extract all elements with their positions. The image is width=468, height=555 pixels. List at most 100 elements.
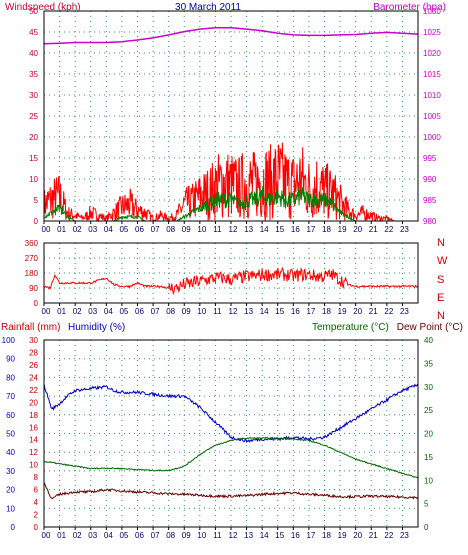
- dew-point-axis-title: Dew Point (°C): [397, 322, 463, 333]
- temperature-tick-label: 30: [424, 383, 433, 392]
- dir-x-tick-label: 18: [322, 307, 331, 316]
- dir-x-tick-label: 03: [88, 307, 97, 316]
- windspeed-tick-label: 25: [29, 112, 38, 121]
- wind-x-tick-label: 00: [42, 225, 51, 234]
- temp-x-tick-label: 23: [400, 531, 409, 540]
- barometer-tick-label: 1000: [423, 133, 441, 142]
- dir-x-tick-label: 11: [213, 307, 222, 316]
- dir-x-tick-label: 23: [400, 307, 409, 316]
- temp-x-tick-label: 18: [322, 531, 331, 540]
- humidity-tick-label: 20: [6, 486, 15, 495]
- wind-x-tick-label: 02: [73, 225, 82, 234]
- windspeed-tick-label: 50: [29, 7, 38, 16]
- wind-x-tick-label: 08: [166, 225, 175, 234]
- rainfall-axis-title: Rainfall (mm): [1, 322, 60, 333]
- dir-x-tick-label: 19: [338, 307, 347, 316]
- wind-x-tick-label: 16: [291, 225, 300, 234]
- direction-tick-label: 0: [34, 299, 39, 308]
- direction-tick-label: 180: [25, 269, 39, 278]
- humidity-tick-label: 50: [6, 430, 15, 439]
- dir-x-tick-label: 14: [260, 307, 269, 316]
- direction-tick-label: 270: [25, 254, 39, 263]
- temp-x-tick-label: 06: [135, 531, 144, 540]
- rainfall-tick-label: 30: [29, 336, 38, 345]
- temp-x-tick-label: 15: [275, 531, 284, 540]
- wind-x-tick-label: 23: [400, 225, 409, 234]
- dir-x-tick-label: 16: [291, 307, 300, 316]
- barometer-tick-label: 995: [423, 154, 437, 163]
- temp-plot-frame: [43, 339, 419, 528]
- dir-x-tick-label: 05: [119, 307, 128, 316]
- temperature-tick-label: 5: [424, 500, 429, 509]
- wind-x-tick-label: 13: [244, 225, 253, 234]
- temp-x-tick-label: 17: [306, 531, 315, 540]
- compass-label: S: [437, 274, 444, 286]
- temperature-tick-label: 15: [424, 453, 433, 462]
- dir-x-tick-label: 09: [182, 307, 191, 316]
- temp-x-tick-label: 14: [260, 531, 269, 540]
- temperature-axis-title: Temperature (°C): [312, 322, 389, 333]
- humidity-axis-title: Humidity (%): [68, 322, 125, 333]
- dew-point-series: [43, 482, 419, 500]
- barometer-series: [43, 27, 419, 45]
- temp-x-tick-label: 05: [119, 531, 128, 540]
- rainfall-tick-label: 28: [29, 348, 38, 357]
- wind-x-tick-label: 04: [104, 225, 113, 234]
- compass-label: E: [437, 292, 444, 304]
- humidity-tick-label: 40: [6, 448, 15, 457]
- barometer-tick-label: 1015: [423, 70, 441, 79]
- dir-x-tick-label: 22: [384, 307, 393, 316]
- rainfall-tick-label: 14: [29, 436, 38, 445]
- rainfall-tick-label: 12: [29, 448, 38, 457]
- wind-x-tick-label: 06: [135, 225, 144, 234]
- temperature-tick-label: 35: [424, 359, 433, 368]
- rainfall-tick-label: 26: [29, 361, 38, 370]
- humidity-tick-label: 70: [6, 392, 15, 401]
- dir-x-tick-label: 17: [306, 307, 315, 316]
- rainfall-tick-label: 16: [29, 423, 38, 432]
- dir-x-tick-label: 02: [73, 307, 82, 316]
- direction-series: [43, 266, 419, 296]
- barometer-tick-label: 1025: [423, 28, 441, 37]
- windspeed-tick-label: 20: [29, 133, 38, 142]
- temperature-tick-label: 20: [424, 430, 433, 439]
- barometer-tick-label: 980: [423, 217, 437, 226]
- dir-x-tick-label: 04: [104, 307, 113, 316]
- humidity-tick-label: 10: [6, 504, 15, 513]
- windspeed-tick-label: 40: [29, 49, 38, 58]
- temp-x-tick-label: 01: [57, 531, 66, 540]
- wind-x-tick-label: 18: [322, 225, 331, 234]
- barometer-tick-label: 1010: [423, 91, 441, 100]
- temperature-tick-label: 10: [424, 476, 433, 485]
- temp-x-tick-label: 04: [104, 531, 113, 540]
- temp-x-tick-label: 20: [353, 531, 362, 540]
- rainfall-tick-label: 4: [34, 498, 39, 507]
- temp-x-tick-label: 22: [384, 531, 393, 540]
- windspeed-tick-label: 0: [34, 217, 39, 226]
- humidity-tick-label: 80: [6, 373, 15, 382]
- wind-x-tick-label: 14: [260, 225, 269, 234]
- temp-x-tick-label: 07: [151, 531, 160, 540]
- humidity-tick-label: 100: [2, 336, 16, 345]
- temp-x-tick-label: 12: [229, 531, 238, 540]
- temp-x-tick-label: 02: [73, 531, 82, 540]
- temperature-tick-label: 25: [424, 406, 433, 415]
- windspeed-tick-label: 10: [29, 175, 38, 184]
- temp-x-tick-label: 09: [182, 531, 191, 540]
- wind-x-tick-label: 21: [369, 225, 378, 234]
- barometer-tick-label: 1030: [423, 7, 441, 16]
- windspeed-tick-label: 30: [29, 91, 38, 100]
- rainfall-tick-label: 18: [29, 411, 38, 420]
- wind-x-tick-label: 01: [57, 225, 66, 234]
- gust-series: [43, 142, 409, 223]
- dir-x-tick-label: 00: [42, 307, 51, 316]
- windspeed-tick-label: 45: [29, 28, 38, 37]
- wind-x-tick-label: 22: [384, 225, 393, 234]
- temperature-series: [43, 437, 419, 479]
- windspeed-tick-label: 5: [34, 196, 39, 205]
- temp-x-tick-label: 11: [213, 531, 222, 540]
- windspeed-axis-title: Windspeed (kph): [5, 2, 81, 13]
- wind-x-tick-label: 15: [275, 225, 284, 234]
- humidity-tick-label: 60: [6, 411, 15, 420]
- wind-x-tick-label: 07: [151, 225, 160, 234]
